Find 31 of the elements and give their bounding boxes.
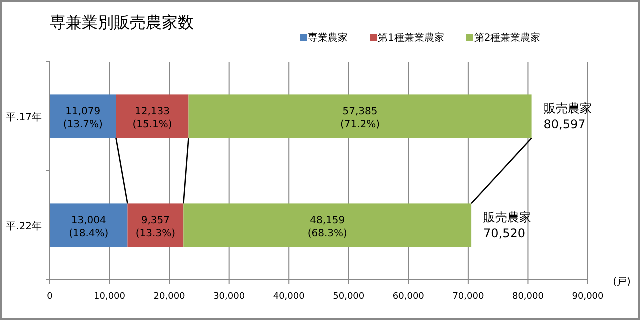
x-tick-label: 20,000	[154, 292, 186, 302]
y-tick-label: 平.22年	[6, 220, 42, 232]
data-label: 57,385 (71.2%)	[340, 106, 380, 130]
x-tick-label: 60,000	[392, 292, 425, 302]
x-tick-label: 50,000	[333, 292, 365, 302]
x-tick-label: 30,000	[214, 292, 246, 302]
bar	[188, 94, 532, 138]
x-tick-label: 90,000	[572, 292, 604, 302]
legend-label: 第1種兼業農家	[378, 32, 444, 44]
chart-title: 専兼業別販売農家数	[50, 13, 194, 32]
y-tick-label: 平.17年	[6, 112, 42, 124]
legend-label: 第2種兼業農家	[474, 32, 541, 44]
x-tick-label: 40,000	[273, 292, 306, 302]
x-tick-label: 80,000	[512, 292, 544, 302]
bar	[116, 94, 189, 138]
bar	[128, 204, 184, 248]
x-tick-label: 70,000	[452, 292, 484, 302]
bar	[50, 204, 128, 248]
bar	[184, 204, 472, 248]
x-tick-label: 10,000	[94, 292, 126, 302]
data-label: 13,004 (18.4%)	[69, 216, 109, 240]
data-label: 9,357 (13.3%)	[136, 216, 176, 240]
x-tick-label: 0	[47, 292, 54, 302]
x-axis-title: (戸)	[613, 277, 631, 288]
bar	[50, 94, 116, 138]
data-label: 11,079 (13.7%)	[63, 106, 103, 130]
data-label: 48,159 (68.3%)	[308, 216, 348, 240]
total-label: 販売農家 80,597	[544, 102, 592, 132]
total-label: 販売農家 70,520	[484, 210, 532, 240]
data-label: 12,133 (15.1%)	[132, 106, 172, 130]
legend-label: 専業農家	[308, 32, 348, 44]
